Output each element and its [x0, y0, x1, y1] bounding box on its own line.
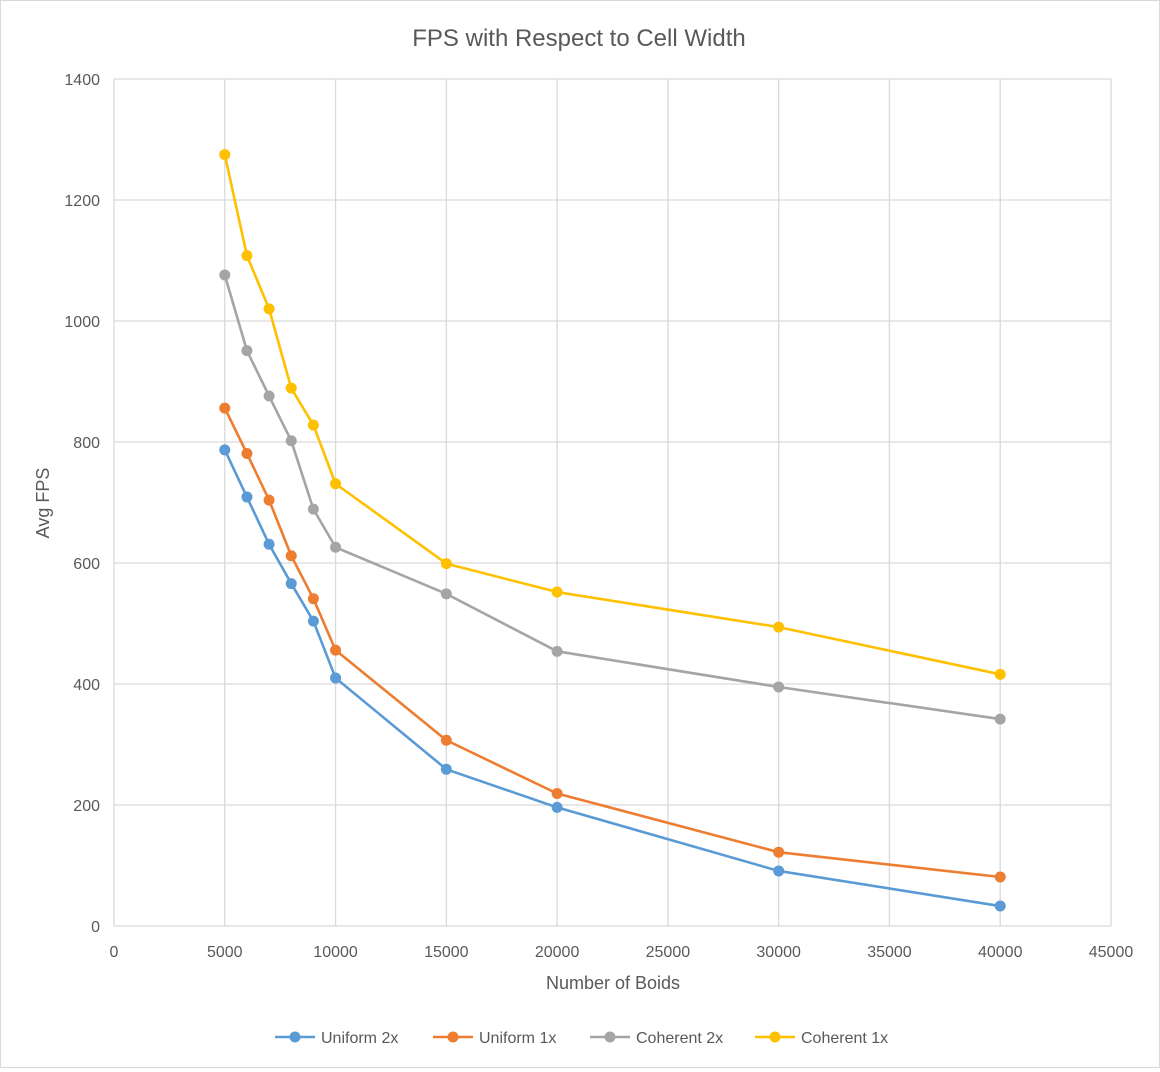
series-uniform-2x — [219, 444, 1006, 912]
data-point — [219, 269, 231, 281]
legend-label: Coherent 1x — [801, 1030, 888, 1047]
series-line — [223, 407, 1001, 879]
legend-swatch-marker — [289, 1031, 301, 1043]
data-point — [307, 593, 319, 605]
data-point — [773, 681, 785, 693]
legend-label: Uniform 1x — [479, 1030, 556, 1047]
series-line — [223, 154, 1001, 676]
x-tick-label: 30000 — [756, 944, 801, 961]
legend-swatch-marker — [769, 1031, 781, 1043]
y-axis-label: Avg FPS — [33, 468, 53, 539]
data-point — [551, 788, 563, 800]
series-line — [223, 274, 1001, 721]
data-point — [330, 644, 342, 656]
data-point — [773, 846, 785, 858]
series-group — [219, 149, 1006, 912]
x-tick-label: 10000 — [313, 944, 358, 961]
data-point — [330, 672, 342, 684]
data-point — [773, 865, 785, 877]
data-point — [440, 734, 452, 746]
data-point — [440, 588, 452, 600]
x-axis-ticks: 0 5000 10000 15000 20000 25000 30000 35000 40000… — [110, 944, 1134, 961]
chart-title: FPS with Respect to Cell Width — [412, 25, 745, 52]
data-point — [994, 871, 1006, 883]
data-point — [219, 149, 231, 161]
data-point — [994, 713, 1006, 725]
y-tick-label: 600 — [73, 556, 100, 573]
data-point — [263, 538, 275, 550]
data-point — [241, 491, 253, 503]
data-point — [219, 402, 231, 414]
legend-item: Coherent 1x — [755, 1030, 888, 1047]
y-tick-label: 400 — [73, 677, 100, 694]
data-point — [285, 382, 297, 394]
x-tick-label: 25000 — [646, 944, 691, 961]
x-tick-label: 20000 — [535, 944, 580, 961]
data-point — [307, 615, 319, 627]
data-point — [994, 900, 1006, 912]
legend-item: Coherent 2x — [590, 1030, 723, 1047]
data-point — [263, 494, 275, 506]
y-axis-ticks: 0 200 400 600 800 1000 1200 1400 — [64, 72, 100, 936]
series-line — [223, 449, 1001, 908]
data-point — [440, 558, 452, 570]
x-tick-label: 40000 — [978, 944, 1023, 961]
data-point — [551, 645, 563, 657]
x-axis-label: Number of Boids — [546, 973, 680, 993]
data-point — [307, 503, 319, 515]
data-point — [307, 419, 319, 431]
data-point — [285, 435, 297, 447]
data-point — [241, 345, 253, 357]
data-point — [994, 668, 1006, 680]
x-tick-label: 45000 — [1089, 944, 1134, 961]
data-point — [440, 763, 452, 775]
series-uniform-1x — [219, 402, 1006, 883]
x-tick-label: 0 — [110, 944, 119, 961]
series-coherent-2x — [219, 269, 1006, 725]
y-tick-label: 1200 — [64, 193, 100, 210]
y-tick-label: 1000 — [64, 314, 100, 331]
data-point — [263, 390, 275, 402]
legend-label: Uniform 2x — [321, 1030, 398, 1047]
y-tick-label: 200 — [73, 798, 100, 815]
data-point — [285, 550, 297, 562]
legend-swatch-marker — [604, 1031, 616, 1043]
y-tick-label: 0 — [91, 919, 100, 936]
data-point — [241, 250, 253, 262]
data-point — [330, 541, 342, 553]
legend-label: Coherent 2x — [636, 1030, 723, 1047]
data-point — [219, 444, 231, 456]
data-point — [330, 478, 342, 490]
x-tick-label: 5000 — [207, 944, 243, 961]
data-point — [551, 586, 563, 598]
x-tick-label: 35000 — [867, 944, 912, 961]
data-point — [551, 801, 563, 813]
data-point — [773, 621, 785, 633]
legend-item: Uniform 2x — [275, 1030, 398, 1047]
legend-swatch-marker — [447, 1031, 459, 1043]
y-tick-label: 1400 — [64, 72, 100, 89]
legend-item: Uniform 1x — [433, 1030, 556, 1047]
x-tick-label: 15000 — [424, 944, 469, 961]
gridlines — [113, 78, 1112, 927]
legend: Uniform 2x Uniform 1x Coherent 2x Coherent … — [275, 1030, 888, 1047]
y-tick-label: 800 — [73, 435, 100, 452]
data-point — [241, 447, 253, 459]
series-coherent-1x — [219, 149, 1006, 680]
data-point — [263, 303, 275, 315]
data-point — [285, 578, 297, 590]
